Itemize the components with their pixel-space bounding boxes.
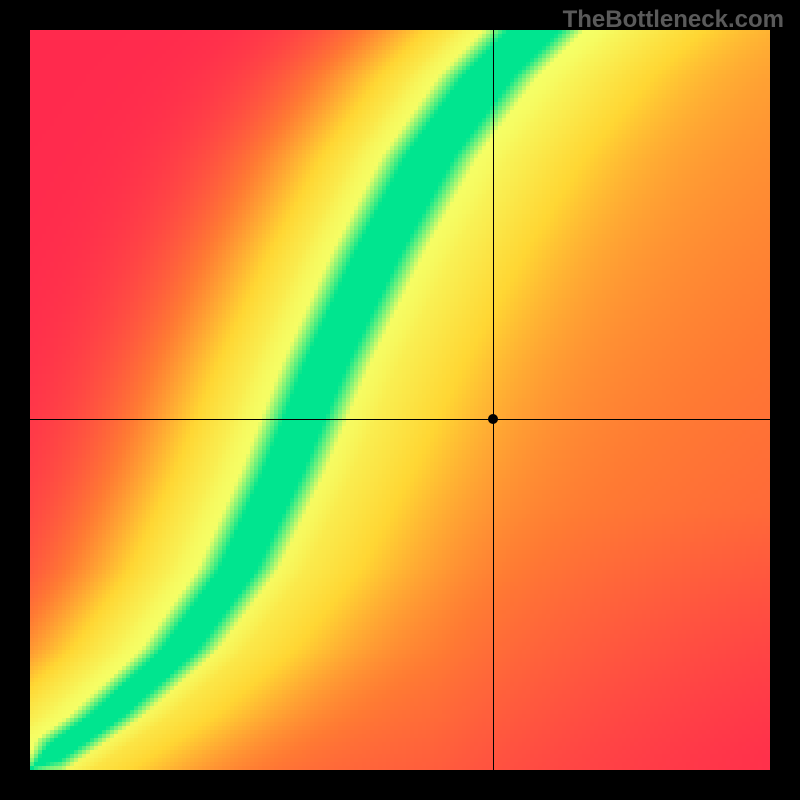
crosshair-marker [488, 414, 498, 424]
plot-area [30, 30, 770, 770]
chart-frame: TheBottleneck.com [0, 0, 800, 800]
bottleneck-heatmap [30, 30, 770, 770]
watermark-text: TheBottleneck.com [563, 6, 784, 34]
crosshair-vertical [493, 30, 494, 770]
crosshair-horizontal [30, 419, 770, 420]
